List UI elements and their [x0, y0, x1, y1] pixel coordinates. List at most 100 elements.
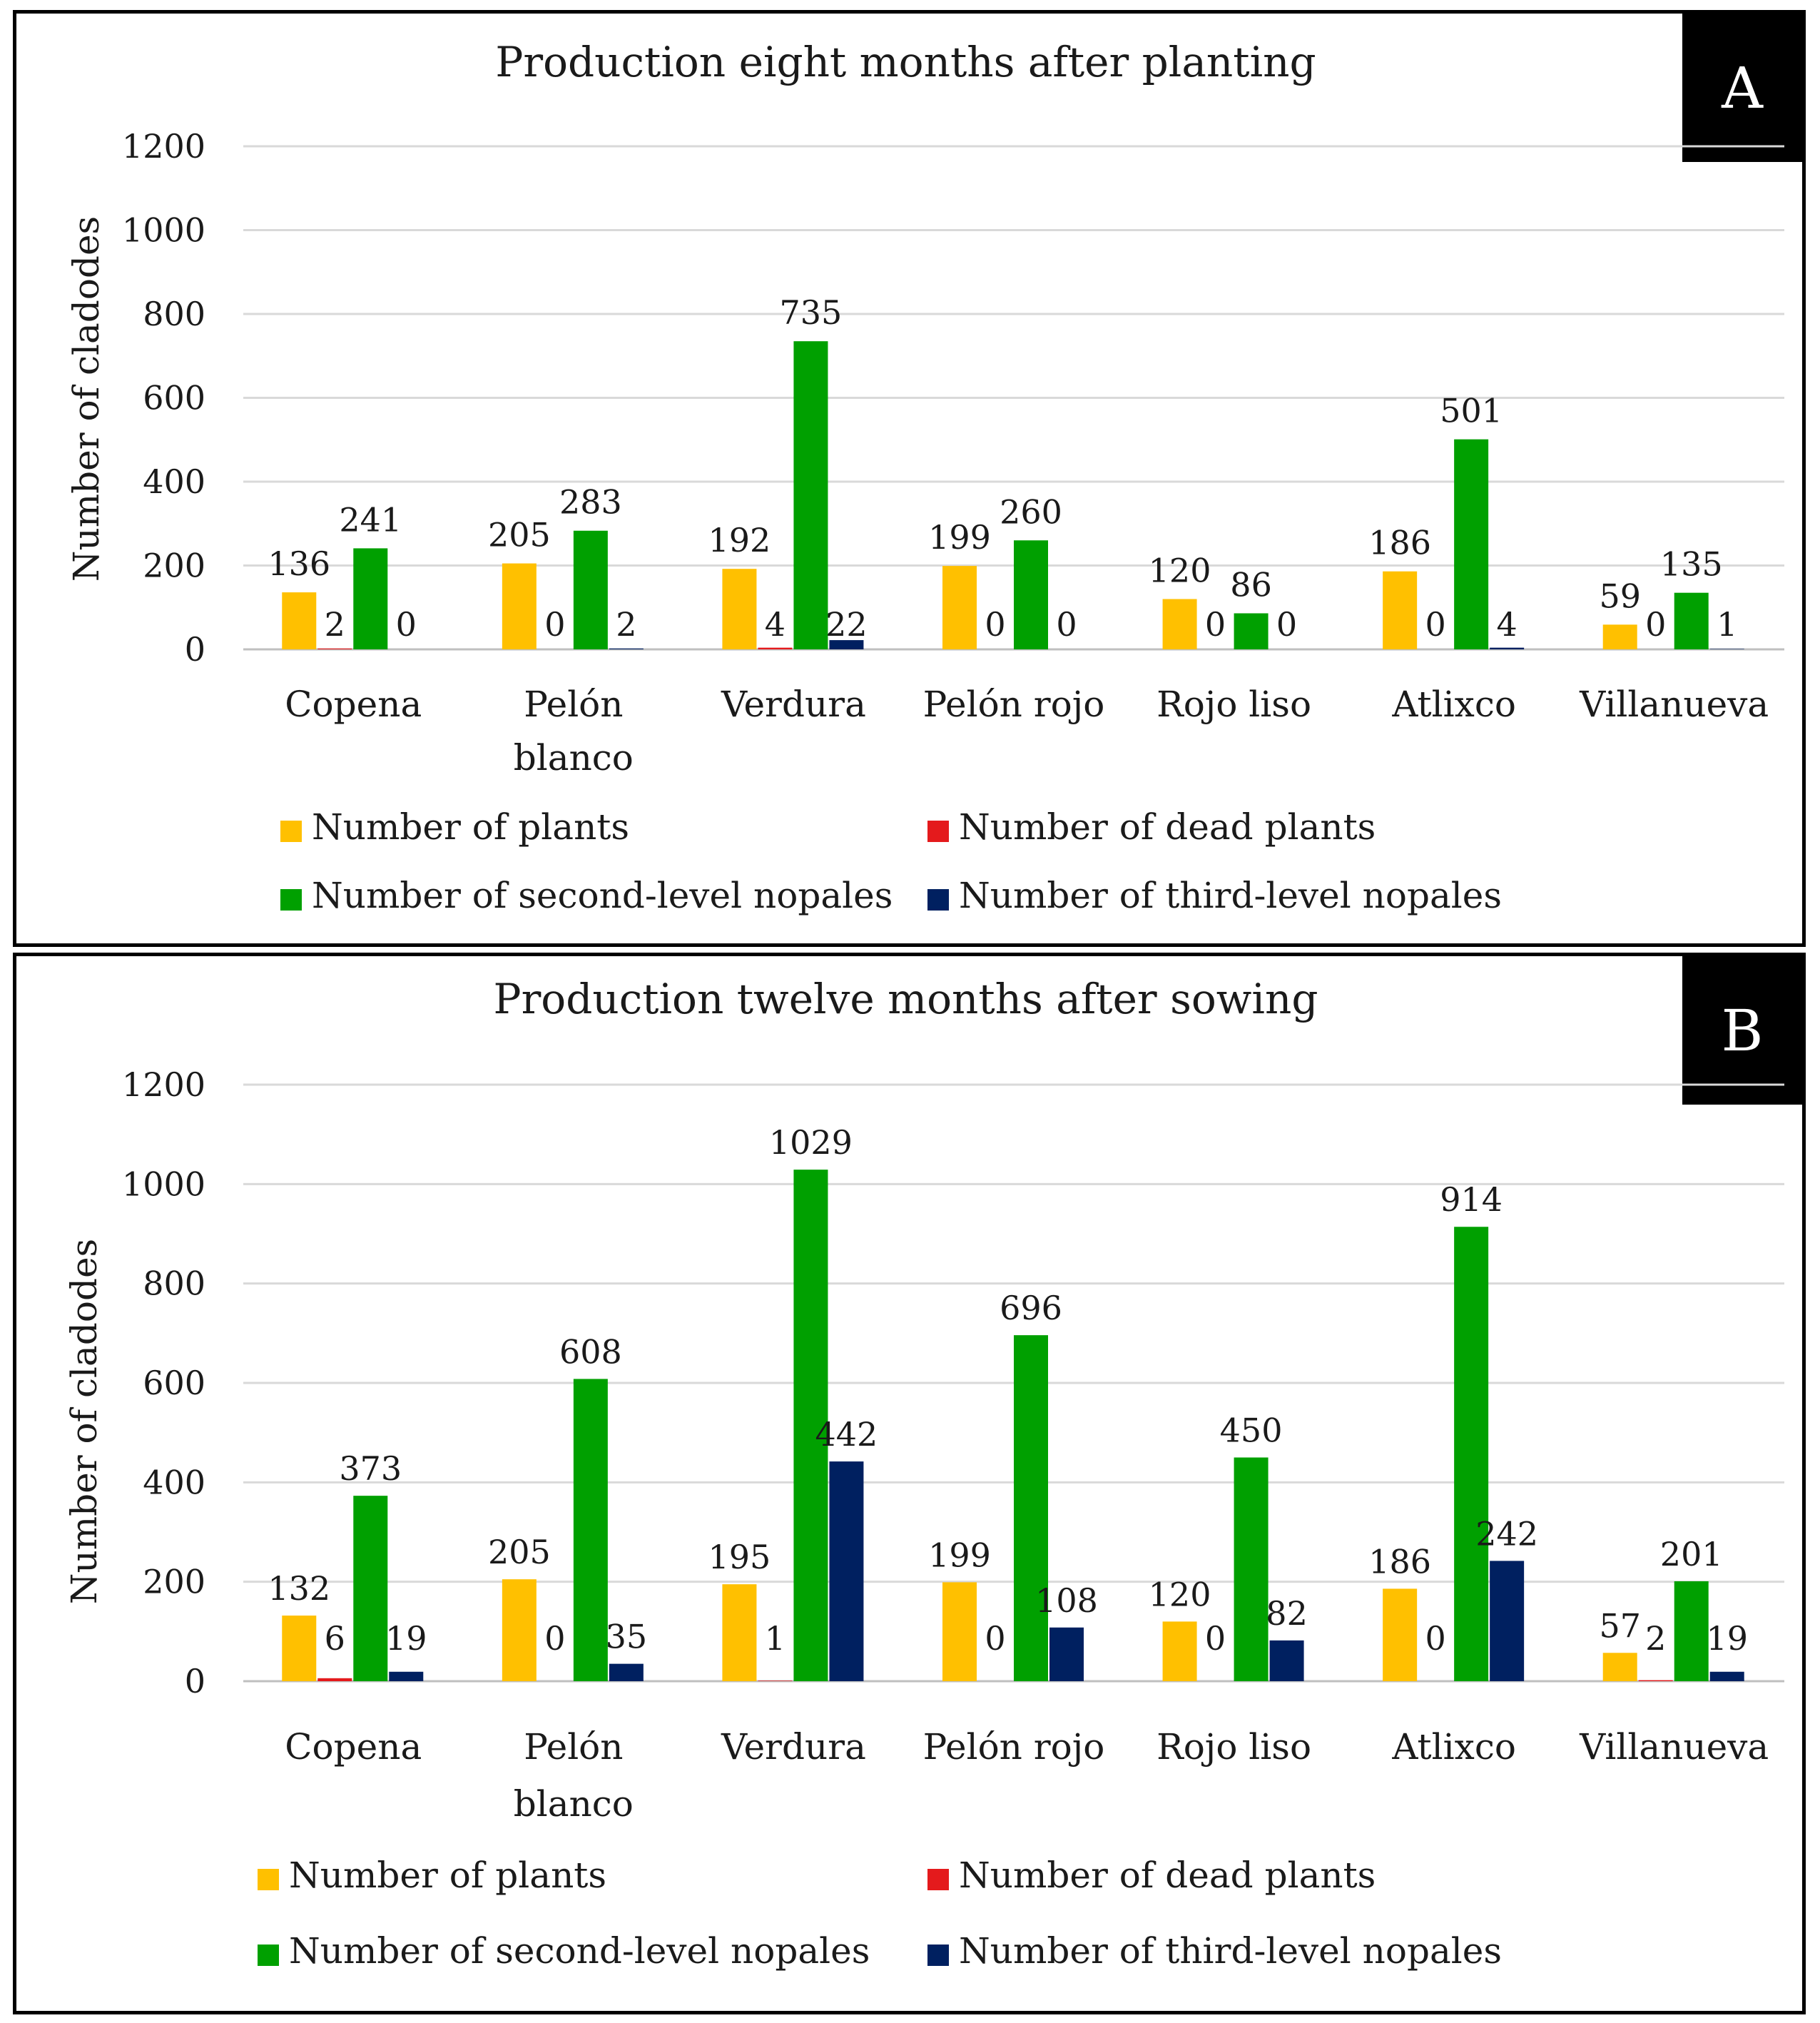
chart-a-svg: Production eight months after planting A 0…	[66, 14, 1802, 916]
category-label: Pelón rojo	[923, 1726, 1105, 1768]
legend-label-dead: Number of dead plants	[959, 1855, 1376, 1896]
legend-label-plants: Number of plants	[312, 806, 629, 848]
y-tick-label: 800	[143, 295, 205, 333]
category-label: Verdura	[721, 684, 866, 725]
legend-label-third: Number of third-level nopales	[959, 875, 1502, 916]
legend-label-dead: Number of dead plants	[959, 806, 1376, 848]
bar-third	[1490, 1561, 1525, 1681]
data-label: 4	[1497, 605, 1517, 644]
y-tick-label: 200	[143, 1563, 205, 1601]
data-label: 120	[1149, 552, 1211, 590]
data-label: 199	[928, 518, 991, 557]
data-label: 696	[1000, 1289, 1062, 1327]
bar-plants	[1602, 1653, 1637, 1681]
y-axis-label: Number of cladodes	[63, 1239, 105, 1604]
bar-plants	[502, 1579, 537, 1681]
data-label: 914	[1440, 1180, 1503, 1219]
bar-second	[793, 341, 828, 649]
data-label: 501	[1440, 392, 1503, 430]
data-label: 2	[1645, 1619, 1666, 1658]
bar-third	[389, 1671, 424, 1681]
data-label: 0	[1056, 605, 1077, 644]
bar-dead	[758, 647, 793, 649]
chart-title: Production twelve months after sowing	[494, 975, 1318, 1023]
data-label: 108	[1035, 1581, 1098, 1620]
data-label: 0	[1425, 1619, 1446, 1658]
bar-plants	[722, 569, 757, 649]
bar-second	[1234, 1457, 1269, 1681]
legend-swatch-dead	[927, 821, 949, 842]
legend-swatch-third	[927, 889, 949, 911]
y-tick-label: 1200	[122, 1065, 205, 1104]
data-label: 205	[488, 1533, 551, 1571]
data-label: 450	[1220, 1411, 1283, 1450]
data-label: 6	[325, 1619, 345, 1658]
category-label: Atlixco	[1391, 684, 1516, 725]
category-label: Villanueva	[1579, 1726, 1769, 1768]
data-label: 201	[1660, 1535, 1723, 1573]
category-label: blanco	[514, 737, 634, 779]
bar-second	[1454, 439, 1489, 649]
data-label: 59	[1599, 577, 1641, 615]
bar-plants	[282, 592, 317, 649]
y-tick-label: 0	[185, 630, 205, 669]
y-tick-label: 1000	[122, 1165, 205, 1203]
bar-plants	[502, 563, 537, 649]
bar-third	[829, 1461, 864, 1681]
data-label: 442	[815, 1415, 878, 1454]
bar-dead	[317, 1678, 352, 1681]
y-tick-label: 600	[143, 379, 205, 417]
data-label: 35	[606, 1618, 648, 1656]
bar-plants	[282, 1616, 317, 1681]
data-label: 0	[1205, 605, 1226, 644]
data-label: 283	[559, 483, 622, 522]
panel-badge	[1682, 956, 1802, 1105]
bar-third	[609, 1663, 644, 1681]
category-label: Copena	[285, 1726, 422, 1768]
bar-plants	[942, 566, 977, 649]
category-label: Verdura	[721, 1726, 866, 1768]
data-label: 241	[339, 500, 402, 539]
data-label: 0	[1425, 605, 1446, 644]
y-tick-label: 200	[143, 547, 205, 585]
data-label: 205	[488, 516, 551, 554]
data-label: 2	[616, 605, 636, 644]
y-tick-label: 0	[185, 1662, 205, 1700]
data-label: 2	[325, 605, 345, 644]
category-label: Villanueva	[1579, 684, 1769, 725]
category-label: Pelón	[524, 1726, 623, 1768]
legend-swatch-plants	[258, 1869, 279, 1890]
data-label: 1	[765, 1619, 786, 1658]
bar-dead	[758, 1680, 793, 1681]
data-label: 260	[1000, 492, 1062, 531]
data-label: 4	[765, 605, 786, 644]
legend-swatch-third	[927, 1945, 949, 1966]
data-label: 186	[1368, 524, 1431, 562]
bar-third	[829, 640, 864, 649]
data-label: 186	[1368, 1542, 1431, 1581]
data-label: 57	[1599, 1606, 1641, 1645]
data-label: 192	[708, 521, 771, 559]
bar-second	[353, 548, 388, 649]
legend-label-second: Number of second-level nopales	[289, 1930, 870, 1972]
data-label: 0	[985, 1619, 1005, 1658]
bar-second	[573, 530, 608, 649]
bar-plants	[722, 1584, 757, 1681]
bar-plants	[1602, 624, 1637, 649]
data-label: 0	[1645, 605, 1666, 644]
category-label: Copena	[285, 684, 422, 725]
chart-panel-a: Production eight months after planting A 0…	[13, 10, 1806, 947]
data-label: 373	[339, 1449, 402, 1488]
data-label: 195	[708, 1538, 771, 1576]
y-tick-label: 400	[143, 462, 205, 501]
data-label: 19	[1706, 1619, 1748, 1658]
bar-second	[1674, 1581, 1709, 1681]
bar-second	[1014, 540, 1048, 649]
bar-second	[1674, 592, 1709, 649]
legend-swatch-plants	[280, 821, 302, 842]
data-label: 1	[1717, 605, 1737, 644]
bar-dead	[1638, 1680, 1673, 1681]
data-label: 82	[1266, 1594, 1308, 1633]
panel-badge-letter: A	[1721, 55, 1764, 121]
bar-second	[573, 1379, 608, 1681]
